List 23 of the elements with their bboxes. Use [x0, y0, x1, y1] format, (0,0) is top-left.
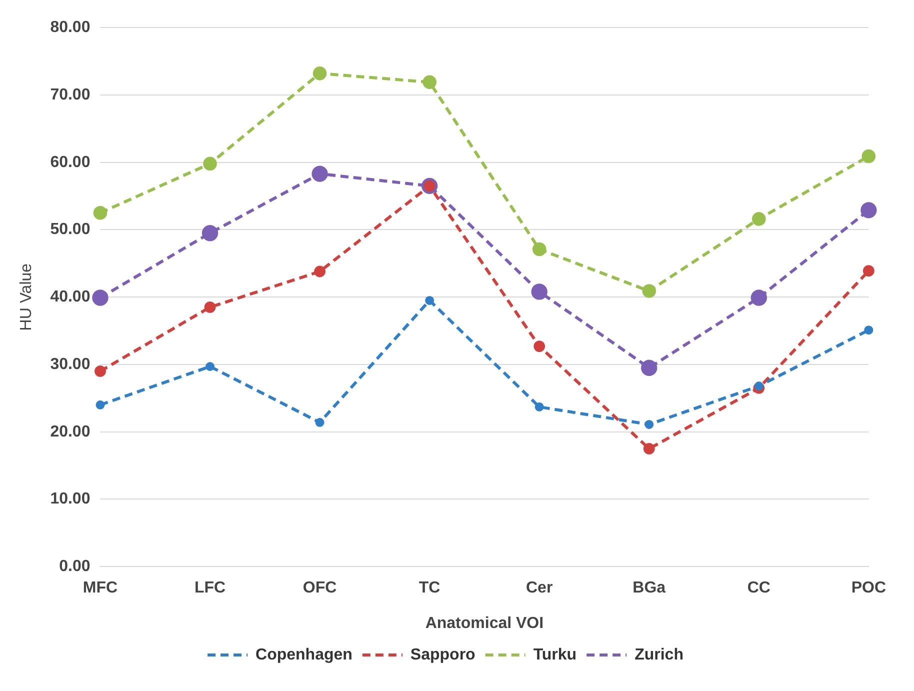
- x-tick-label: Cer: [526, 580, 553, 597]
- y-tick-label: 80.00: [50, 19, 90, 36]
- legend-label: Copenhagen: [256, 646, 352, 664]
- y-tick-label: 10.00: [50, 490, 90, 508]
- x-tick-label: BGa: [632, 580, 666, 597]
- legend-label: Sapporo: [410, 646, 476, 664]
- legend-label: Turku: [533, 646, 577, 664]
- legend-label: Zurich: [634, 646, 684, 664]
- x-tick-label: OFC: [302, 580, 338, 597]
- x-tick-label: CC: [747, 580, 771, 597]
- y-tick-label: 50.00: [50, 221, 90, 238]
- y-tick-label: 30.00: [50, 356, 90, 373]
- y-tick-label: 20.00: [50, 423, 90, 440]
- y-tick-label: 40.00: [50, 288, 90, 306]
- x-tick-label: TC: [418, 580, 441, 597]
- y-tick-label: 70.00: [50, 86, 90, 104]
- x-axis-title: Anatomical VOI: [425, 614, 544, 632]
- y-tick-label: 60.00: [50, 154, 90, 171]
- x-tick-label: MFC: [82, 580, 118, 597]
- y-axis-title: HU Value: [18, 263, 36, 331]
- y-tick-label: 0.00: [59, 558, 90, 576]
- x-tick-label: LFC: [194, 580, 226, 597]
- x-tick-label: POC: [851, 580, 886, 597]
